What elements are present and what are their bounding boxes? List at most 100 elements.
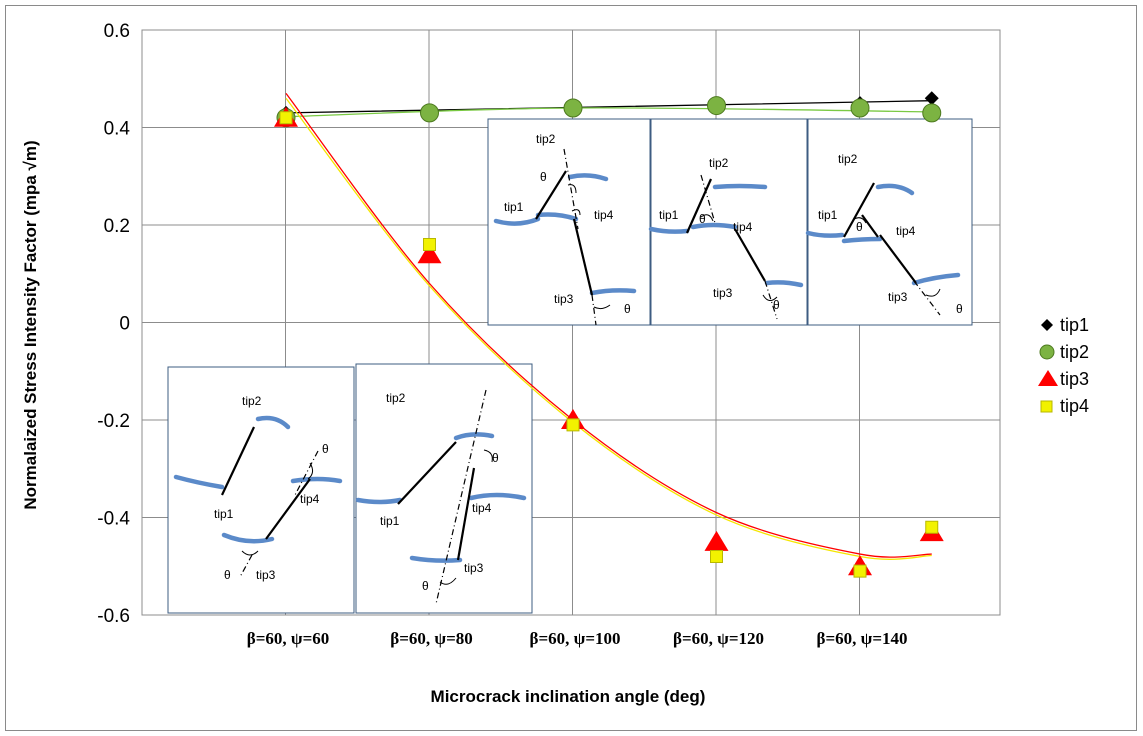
x-tick-label: β=60, ψ=60 [247,629,330,648]
dashdot-line [700,174,716,224]
crack-arc [841,236,883,244]
crack-arc [493,216,541,226]
x-tick-label: β=60, ψ=100 [529,629,620,648]
legend-marker-tip1 [1041,319,1053,331]
inset-label: tip3 [256,568,276,582]
crack-arc [290,476,343,484]
inset-label: tip4 [733,220,753,234]
inset-psi-60: tip2 tip1 tip4 tip3 θ θ [167,366,355,614]
inset-border [167,366,355,614]
theta-arc [567,184,577,194]
legend-label-tip4: tip4 [1060,396,1089,416]
dashdot-line [913,280,941,316]
legend-label-tip1: tip1 [1060,315,1089,335]
crack-arc [805,230,845,238]
y-tick-labels: 0.6 0.4 0.2 0 -0.2 -0.4 -0.6 [97,21,130,627]
crack-arc [567,173,609,182]
inset-label: tip1 [504,200,524,214]
inset-label: tip1 [818,208,838,222]
inset-label: tip4 [472,501,492,515]
theta-label: θ [540,170,547,184]
y-tick-label: -0.4 [97,509,130,530]
y-tick-label: 0 [119,314,130,335]
inset-psi-140: tip2 tip1 tip4 tip3 θ θ [805,118,973,326]
marker-tip2 [707,96,726,116]
inset-border [355,363,533,614]
crack-arc [875,183,915,196]
y-tick-label: 0.2 [104,216,130,237]
crack-line [843,182,875,238]
y-tick-label: 0.4 [104,119,131,140]
theta-arc [241,550,259,556]
x-tick-label: β=60, ψ=140 [816,629,907,648]
crack-line [734,228,766,282]
inset-border [650,118,808,326]
inset-psi-80: tip2 tip1 tip4 tip3 θ θ [355,363,533,614]
chart-frame [5,5,1137,731]
marker-tip4 [423,238,436,251]
marker-tip3 [417,243,442,264]
crack-line [397,441,457,505]
crack-arc [255,415,291,430]
theta-label: θ [422,579,429,593]
x-tick-label: β=60, ψ=80 [390,629,473,648]
y-axis-title: Normalaized Stress Intensity Factor (mpa… [21,140,40,509]
inset-label: tip1 [380,514,400,528]
trendline-tip4 [285,97,932,560]
inset-label: tip3 [554,292,574,306]
trendline-tip3 [285,92,932,558]
theta-arc [571,209,581,216]
crack-line [879,234,917,284]
trendline-tip2 [285,107,932,118]
crack-arc [468,492,527,501]
trendline-tip1 [285,100,932,114]
marker-tip3 [704,530,729,551]
marker-tip2 [563,98,583,118]
crack-arc [173,474,225,490]
crack-arc [648,226,690,234]
theta-label: θ [322,442,329,456]
dashdot-line [435,389,487,605]
inset-label: tip3 [888,290,908,304]
x-axis-title: Microcrack inclination angle (deg) [431,687,706,706]
inset-diagrams: tip2tip1tip4tip3θθtip2tip1tip4tip3θθtip2… [167,118,973,614]
x-tick-label: β=60, ψ=120 [673,629,764,648]
inset-label: tip1 [214,507,234,521]
legend-marker-tip2 [1039,344,1055,360]
legend-label-tip3: tip3 [1060,369,1089,389]
crack-line [456,467,476,561]
dashdot-line [563,148,579,230]
inset-label: tip1 [659,208,679,222]
y-tick-label: -0.6 [97,606,130,627]
marker-tip4 [853,564,867,578]
crack-arc [911,272,961,286]
inset-label: tip2 [386,391,406,405]
theta-arc [307,462,314,480]
crack-line [535,170,567,220]
theta-label: θ [224,568,231,582]
theta-label: θ [699,212,706,226]
inset-label: tip2 [709,156,729,170]
theta-arc [483,449,493,463]
crack-arc [409,555,463,563]
theta-arc [762,294,778,301]
x-tick-labels: β=60, ψ=60 β=60, ψ=80 β=60, ψ=100 β=60, ψ=1… [247,629,908,648]
theta-arc [439,577,457,585]
inset-label: tip3 [464,561,484,575]
crack-arc [690,222,738,230]
y-tick-label: 0.6 [104,21,130,42]
crack-arc [712,183,768,190]
plot-border [141,29,1001,616]
crack-line [685,178,713,234]
theta-arc [925,288,941,297]
crack-line [861,214,879,238]
inset-label: tip4 [594,208,614,222]
inset-label: tip4 [300,492,320,506]
plot-area-border [141,29,1001,616]
dashdot-line [591,294,597,326]
theta-label: θ [956,302,963,316]
crack-arc [453,432,495,441]
inset-border [807,118,973,326]
dashdot-line [239,554,253,578]
